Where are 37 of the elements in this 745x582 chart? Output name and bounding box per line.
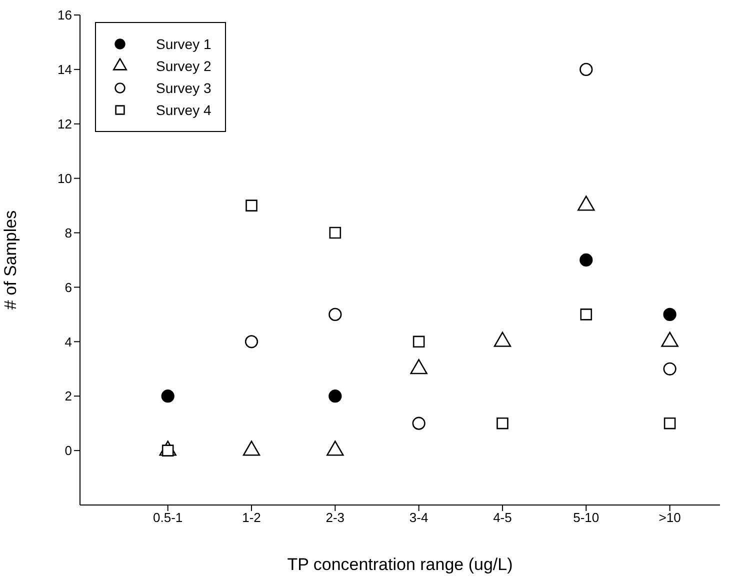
point: [580, 253, 593, 267]
y-tick-label: 0: [64, 443, 72, 458]
point: [663, 362, 676, 376]
point: [412, 336, 425, 348]
y-tick-label: 6: [64, 280, 72, 295]
point: [496, 417, 508, 430]
point: [244, 335, 258, 348]
y-tick-label: 4: [64, 334, 72, 350]
x-tick-label: 3-4: [409, 510, 428, 526]
point: [329, 226, 342, 239]
point: [663, 308, 676, 321]
x-axis-title: TP concentration range (ug/L): [287, 555, 513, 574]
point: [161, 390, 174, 403]
legend-label: Survey 1: [156, 36, 212, 52]
x-tick-label: 2-3: [326, 510, 345, 526]
y-tick-label: 12: [58, 116, 72, 132]
y-tick-label: 16: [58, 8, 72, 23]
point: [412, 416, 426, 430]
y-tick-label: 10: [58, 170, 72, 186]
legend-label: Survey 4: [156, 102, 212, 118]
legend-label: Survey 2: [156, 58, 212, 74]
legend-label: Survey 3: [156, 80, 212, 96]
x-tick-label: 0.5-1: [153, 510, 183, 526]
point: [328, 390, 342, 403]
y-tick-label: 8: [64, 225, 72, 240]
y-tick-label: 14: [58, 62, 72, 78]
x-tick-label: 4-5: [493, 510, 512, 526]
x-tick-label: 1-2: [242, 510, 261, 526]
point: [328, 308, 342, 321]
point: [246, 200, 258, 212]
point: [664, 417, 676, 430]
x-tick-label: 5-10: [573, 510, 600, 526]
y-tick-label: 2: [64, 388, 72, 404]
point: [580, 62, 593, 76]
point: [580, 308, 592, 320]
y-axis-title: # of Samples: [1, 210, 20, 310]
x-tick-label: >10: [658, 510, 681, 526]
